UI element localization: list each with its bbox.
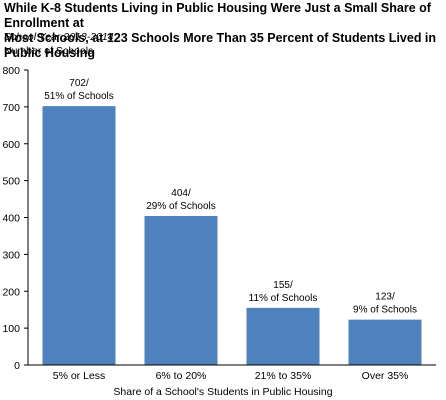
- y-tick-label: 600: [2, 139, 20, 151]
- chart-subtitle: School Year 2013-2014: [4, 31, 114, 43]
- bar: [348, 319, 422, 365]
- y-tick-label: 200: [2, 286, 20, 298]
- bar-data-label-count: 155/: [273, 280, 293, 291]
- bar-data-label-share: 9% of Schools: [353, 305, 417, 316]
- bar-data-label-share: 11% of Schools: [249, 293, 318, 304]
- x-tick-label: 6% to 20%: [156, 370, 207, 382]
- y-tick-label: 800: [2, 65, 20, 77]
- y-tick-label: 300: [2, 249, 20, 261]
- y-tick-label: 100: [2, 323, 20, 335]
- y-tick-label: 500: [2, 176, 20, 188]
- x-tick-label: 5% or Less: [53, 370, 106, 382]
- chart-title: While K-8 Students Living in Public Hous…: [4, 1, 444, 61]
- y-tick-label: 700: [2, 102, 20, 114]
- x-axis-label: Share of a School's Students in Public H…: [113, 386, 333, 398]
- bar-data-label-share: 29% of Schools: [146, 201, 216, 212]
- bar-data-label-count: 123/: [375, 292, 395, 303]
- bar: [42, 106, 116, 365]
- x-tick-label: Over 35%: [362, 370, 409, 382]
- bar: [246, 307, 320, 365]
- y-axis-label: Number of Schools: [4, 45, 94, 57]
- bar-data-label-count: 702/: [69, 78, 89, 89]
- y-tick-label: 0: [14, 360, 20, 372]
- chart-title-line-1: While K-8 Students Living in Public Hous…: [4, 1, 431, 30]
- bar-data-label-share: 51% of Schools: [44, 91, 114, 102]
- bar: [144, 216, 218, 365]
- x-tick-label: 21% to 35%: [255, 370, 312, 382]
- y-tick-label: 400: [2, 213, 20, 225]
- chart-title-line-2: Most Schools, at 123 Schools More Than 3…: [4, 31, 437, 60]
- bar-data-label-count: 404/: [171, 188, 191, 199]
